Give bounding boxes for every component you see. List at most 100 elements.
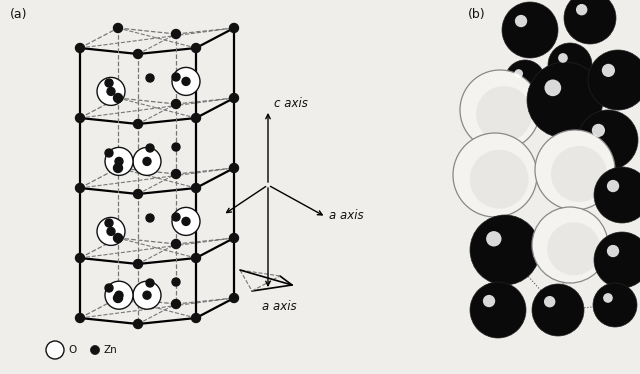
Circle shape: [532, 207, 608, 283]
Circle shape: [113, 94, 122, 102]
Circle shape: [97, 77, 125, 105]
Circle shape: [515, 15, 527, 27]
Circle shape: [607, 245, 619, 257]
Circle shape: [230, 233, 239, 242]
Circle shape: [113, 233, 122, 242]
Circle shape: [607, 180, 619, 192]
Circle shape: [76, 254, 84, 263]
Circle shape: [143, 157, 151, 165]
Circle shape: [105, 149, 113, 157]
Circle shape: [172, 208, 200, 235]
Circle shape: [90, 346, 99, 355]
Circle shape: [146, 279, 154, 287]
Circle shape: [578, 110, 638, 170]
Circle shape: [105, 147, 133, 175]
Circle shape: [535, 130, 615, 210]
Circle shape: [107, 88, 115, 95]
Circle shape: [172, 213, 180, 221]
Circle shape: [105, 281, 133, 309]
Circle shape: [146, 144, 154, 152]
Circle shape: [172, 300, 180, 309]
Circle shape: [146, 74, 154, 82]
Circle shape: [505, 60, 545, 100]
Circle shape: [551, 146, 607, 202]
Circle shape: [146, 214, 154, 222]
Text: a axis: a axis: [262, 300, 296, 313]
Circle shape: [547, 222, 600, 275]
Circle shape: [76, 43, 84, 52]
Circle shape: [230, 24, 239, 33]
Circle shape: [548, 43, 592, 87]
Circle shape: [545, 80, 561, 96]
Circle shape: [470, 282, 526, 338]
Circle shape: [544, 296, 556, 307]
Circle shape: [76, 313, 84, 322]
Circle shape: [172, 67, 200, 95]
Circle shape: [460, 70, 540, 150]
Circle shape: [230, 294, 239, 303]
Circle shape: [603, 293, 613, 303]
Circle shape: [105, 219, 113, 227]
Circle shape: [115, 157, 123, 165]
Circle shape: [514, 69, 523, 78]
Circle shape: [113, 163, 122, 172]
Text: (a): (a): [10, 8, 28, 21]
Circle shape: [191, 184, 200, 193]
Circle shape: [230, 163, 239, 172]
Circle shape: [133, 147, 161, 175]
Circle shape: [191, 113, 200, 123]
Circle shape: [230, 94, 239, 102]
Circle shape: [105, 284, 113, 292]
Circle shape: [191, 254, 200, 263]
Circle shape: [191, 43, 200, 52]
Circle shape: [105, 79, 113, 87]
Circle shape: [172, 278, 180, 286]
Circle shape: [593, 283, 637, 327]
Text: O: O: [68, 345, 76, 355]
Circle shape: [588, 50, 640, 110]
Circle shape: [483, 295, 495, 307]
Text: Zn: Zn: [104, 345, 118, 355]
Circle shape: [453, 133, 537, 217]
Circle shape: [172, 239, 180, 248]
Circle shape: [602, 64, 615, 77]
Circle shape: [182, 217, 190, 226]
Circle shape: [476, 86, 532, 142]
Circle shape: [134, 260, 143, 269]
Circle shape: [191, 313, 200, 322]
Circle shape: [532, 284, 584, 336]
Circle shape: [172, 30, 180, 39]
Circle shape: [172, 99, 180, 108]
Circle shape: [558, 53, 568, 63]
Circle shape: [107, 227, 115, 235]
Circle shape: [592, 124, 605, 137]
Circle shape: [113, 24, 122, 33]
Text: a axis: a axis: [329, 208, 364, 221]
Circle shape: [470, 215, 540, 285]
Circle shape: [76, 184, 84, 193]
Circle shape: [46, 341, 64, 359]
Circle shape: [134, 319, 143, 328]
Circle shape: [502, 2, 558, 58]
Circle shape: [76, 113, 84, 123]
Circle shape: [113, 294, 122, 303]
Circle shape: [576, 4, 588, 15]
Circle shape: [172, 73, 180, 81]
Circle shape: [134, 190, 143, 199]
Text: c axis: c axis: [274, 96, 308, 110]
Circle shape: [486, 231, 502, 246]
Circle shape: [564, 0, 616, 44]
Circle shape: [172, 143, 180, 151]
Text: (b): (b): [468, 8, 486, 21]
Circle shape: [133, 281, 161, 309]
Circle shape: [134, 120, 143, 129]
Circle shape: [143, 291, 151, 299]
Circle shape: [97, 217, 125, 245]
Circle shape: [115, 291, 123, 299]
Circle shape: [182, 77, 190, 85]
Circle shape: [470, 150, 529, 209]
Circle shape: [134, 49, 143, 58]
Circle shape: [172, 169, 180, 178]
Circle shape: [527, 62, 603, 138]
Circle shape: [594, 167, 640, 223]
